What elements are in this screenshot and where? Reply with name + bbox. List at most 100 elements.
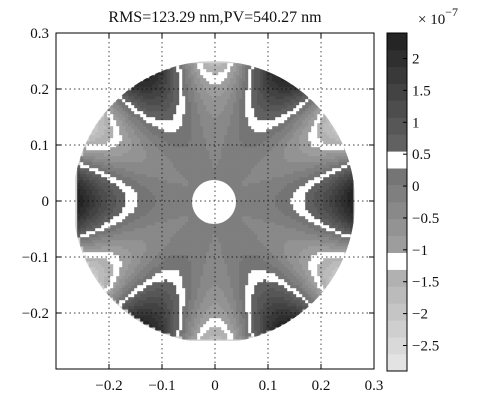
contour-cell <box>317 225 321 229</box>
contour-cell <box>167 159 171 163</box>
contour-cell <box>188 141 192 145</box>
contour-cell <box>284 90 288 94</box>
contour-cell <box>110 162 114 166</box>
contour-cell <box>269 165 273 169</box>
contour-cell <box>230 99 234 103</box>
contour-cell <box>185 84 189 88</box>
contour-cell <box>104 153 108 157</box>
contour-cell <box>269 219 273 223</box>
contour-cell <box>86 147 90 151</box>
contour-cell <box>296 204 300 208</box>
contour-cell <box>98 213 102 217</box>
contour-cell <box>278 111 282 115</box>
contour-cell <box>203 153 207 157</box>
contour-cell <box>233 243 237 247</box>
contour-cell <box>194 72 198 76</box>
contour-cell <box>188 159 192 163</box>
contour-cell <box>227 111 231 115</box>
contour-cell <box>200 99 204 103</box>
contour-cell <box>320 189 324 193</box>
contour-cell <box>167 171 171 175</box>
contour-cell <box>146 78 150 82</box>
contour-cell <box>323 180 327 184</box>
contour-cell <box>119 144 123 148</box>
contour-cell <box>155 192 159 196</box>
contour-cell <box>140 93 144 97</box>
contour-cell <box>167 156 171 160</box>
contour-cell <box>296 162 300 166</box>
contour-cell <box>332 159 336 163</box>
contour-cell <box>188 138 192 142</box>
contour-cell <box>305 186 309 190</box>
contour-cell <box>272 120 276 124</box>
contour-cell <box>134 165 138 169</box>
contour-cell <box>152 162 156 166</box>
contour-cell <box>179 228 183 232</box>
contour-cell <box>278 105 282 109</box>
contour-cell <box>146 195 150 199</box>
contour-cell <box>266 129 270 133</box>
contour-cell <box>206 81 210 85</box>
contour-cell <box>164 204 168 208</box>
contour-cell <box>131 111 135 115</box>
contour-cell <box>152 171 156 175</box>
contour-cell <box>107 210 111 214</box>
contour-cell <box>104 126 108 130</box>
contour-cell <box>296 231 300 235</box>
contour-cell <box>122 231 126 235</box>
contour-cell <box>287 105 291 109</box>
contour-cell <box>290 96 294 100</box>
contour-cell <box>308 192 312 196</box>
contour-cell <box>80 234 84 238</box>
contour-cell <box>206 138 210 142</box>
contour-cell <box>263 78 267 82</box>
contour-cell <box>170 174 174 178</box>
contour-cell <box>338 234 342 238</box>
contour-cell <box>110 243 114 247</box>
contour-cell <box>77 192 81 196</box>
contour-cell <box>251 144 255 148</box>
contour-cell <box>218 237 222 241</box>
contour-cell <box>269 198 273 202</box>
contour-cell <box>158 237 162 241</box>
contour-cell <box>149 216 153 220</box>
contour-cell <box>149 150 153 154</box>
contour-cell <box>326 144 330 148</box>
contour-cell <box>176 195 180 199</box>
contour-cell <box>311 165 315 169</box>
contour-cell <box>185 93 189 97</box>
contour-cell <box>332 174 336 178</box>
contour-cell <box>170 144 174 148</box>
contour-cell <box>89 198 93 202</box>
contour-cell <box>227 171 231 175</box>
contour-cell <box>110 219 114 223</box>
contour-cell <box>278 132 282 136</box>
contour-cell <box>269 105 273 109</box>
contour-cell <box>233 156 237 160</box>
contour-cell <box>83 177 87 181</box>
contour-cell <box>122 213 126 217</box>
contour-cell <box>206 72 210 76</box>
contour-cell <box>287 204 291 208</box>
contour-cell <box>200 105 204 109</box>
contour-cell <box>290 87 294 91</box>
contour-cell <box>101 129 105 133</box>
contour-cell <box>101 147 105 151</box>
contour-cell <box>329 168 333 172</box>
contour-cell <box>167 108 171 112</box>
contour-cell <box>116 234 120 238</box>
contour-cell <box>263 75 267 79</box>
contour-cell <box>137 81 141 85</box>
contour-cell <box>281 138 285 142</box>
contour-cell <box>116 195 120 199</box>
contour-cell <box>197 171 201 175</box>
contour-cell <box>269 111 273 115</box>
contour-cell <box>230 129 234 133</box>
contour-cell <box>176 201 180 205</box>
contour-cell <box>317 231 321 235</box>
contour-cell <box>317 120 321 124</box>
contour-cell <box>89 159 93 163</box>
contour-cell <box>104 219 108 223</box>
contour-cell <box>110 171 114 175</box>
contour-cell <box>305 192 309 196</box>
